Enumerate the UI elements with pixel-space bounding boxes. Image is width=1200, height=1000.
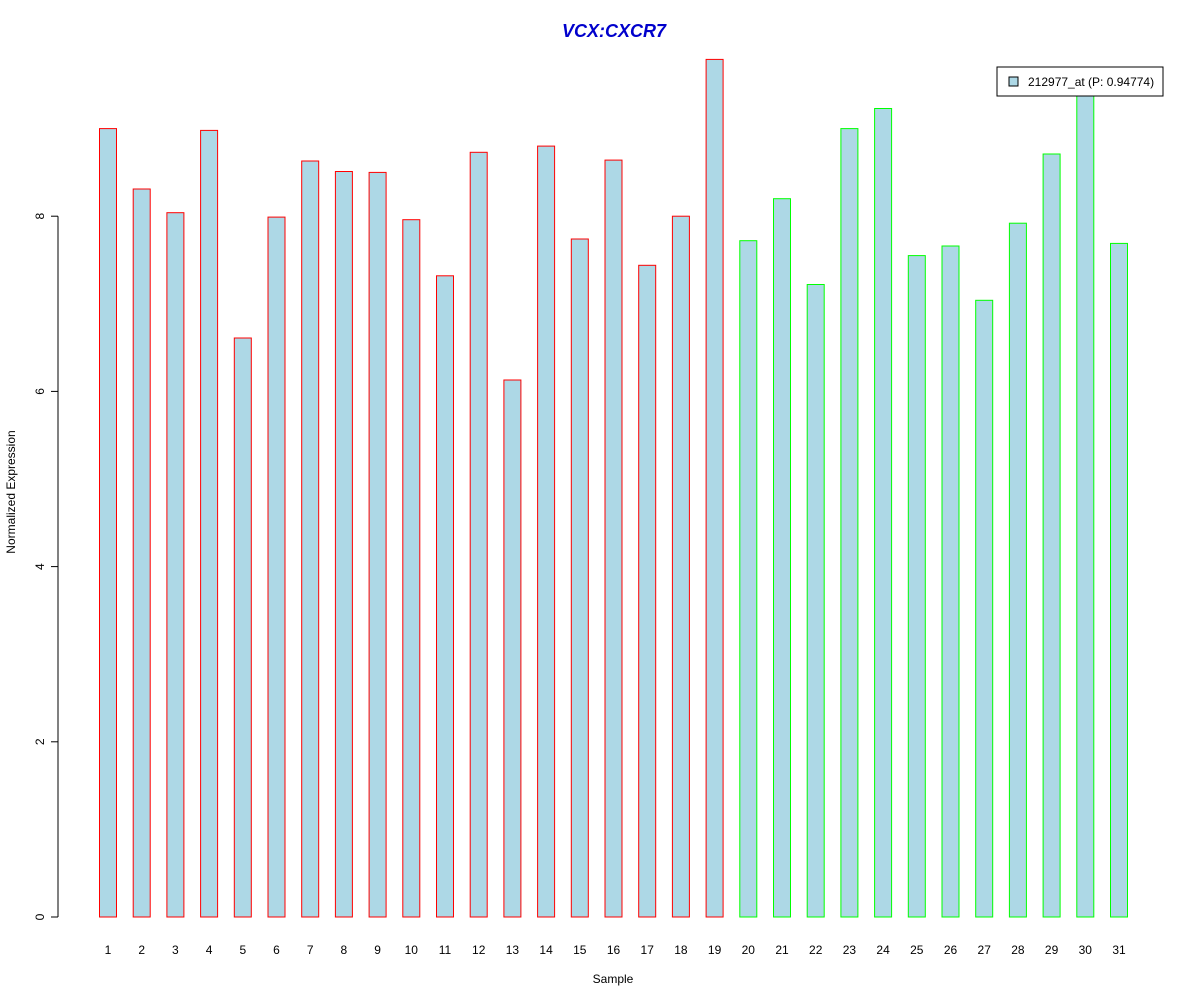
legend-box [996,66,1164,97]
bar-sample-22 [806,284,825,918]
bar-sample-11 [436,275,454,918]
y-tick-label: 8 [33,213,47,220]
x-tick-label: 16 [607,943,621,957]
x-tick-label: 21 [775,943,789,957]
bar-sample-28 [1008,222,1027,918]
bars [99,58,1128,918]
x-axis-ticks: 1 2 3 4 5 6 7 8 9 10 11 12 13 14 15 16 17 18 19 20 21 22 23 24 2… [105,943,1126,957]
chart-title: VCX:CXCR7 [562,21,667,41]
x-tick-label: 30 [1079,943,1093,957]
y-tick-label: 4 [33,563,47,570]
x-tick-label: 6 [273,943,280,957]
y-tick-label: 6 [33,388,47,395]
x-tick-label: 14 [539,943,553,957]
x-tick-label: 18 [674,943,688,957]
y-tick-label: 0 [33,913,47,920]
bar-sample-17 [638,264,657,918]
bar-sample-21 [773,198,791,918]
x-axis-title: Sample [593,972,634,986]
x-tick-label: 13 [506,943,520,957]
x-tick-label: 22 [809,943,823,957]
bar-sample-9 [368,171,387,918]
x-tick-label: 4 [206,943,213,957]
bar-sample-18 [671,215,690,918]
x-tick-label: 8 [341,943,348,957]
bar-sample-1 [99,128,117,918]
x-tick-label: 17 [641,943,655,957]
bar-sample-23 [840,128,859,918]
bar-sample-14 [537,145,556,918]
bar-sample-7 [301,160,320,918]
bar-sample-19 [705,58,724,918]
bar-sample-27 [975,299,994,918]
legend: 212977_at (P: 0.94774) [996,66,1164,97]
x-tick-label: 28 [1011,943,1025,957]
x-tick-label: 26 [944,943,958,957]
bar-sample-12 [469,151,488,918]
bar-sample-25 [907,255,926,918]
x-tick-label: 19 [708,943,722,957]
x-tick-label: 10 [405,943,419,957]
x-tick-label: 3 [172,943,179,957]
x-tick-label: 7 [307,943,314,957]
legend-label: 212977_at (P: 0.94774) [1028,75,1154,89]
bar-sample-10 [402,219,421,918]
bar-sample-2 [132,188,151,918]
bar-sample-29 [1042,153,1061,918]
x-tick-label: 25 [910,943,924,957]
x-tick-label: 24 [876,943,890,957]
bar-sample-5 [233,337,252,918]
x-tick-label: 12 [472,943,486,957]
y-axis-title: Normalized Expression [4,430,18,553]
bar-sample-20 [739,240,758,918]
bar-sample-3 [166,212,185,918]
x-tick-label: 31 [1112,943,1126,957]
bar-sample-31 [1110,242,1128,918]
bar-sample-6 [267,216,286,918]
x-tick-label: 2 [138,943,145,957]
bar-sample-8 [334,171,353,918]
y-tick-label: 2 [33,738,47,745]
x-tick-label: 11 [439,943,452,957]
x-tick-label: 27 [978,943,992,957]
x-tick-label: 29 [1045,943,1059,957]
x-tick-label: 9 [374,943,381,957]
bar-sample-15 [570,238,589,918]
legend-swatch [1008,76,1019,87]
bar-sample-24 [874,108,893,918]
bar-sample-4 [200,129,219,918]
x-tick-label: 5 [239,943,246,957]
bar-sample-13 [503,379,522,918]
bar-sample-26 [941,245,960,918]
x-tick-label: 20 [742,943,756,957]
x-tick-label: 1 [105,943,112,957]
x-tick-label: 15 [573,943,587,957]
x-tick-label: 23 [843,943,857,957]
bar-sample-30 [1076,88,1095,918]
y-axis: 0 2 4 6 8 [33,213,59,920]
bar-sample-16 [604,159,623,918]
